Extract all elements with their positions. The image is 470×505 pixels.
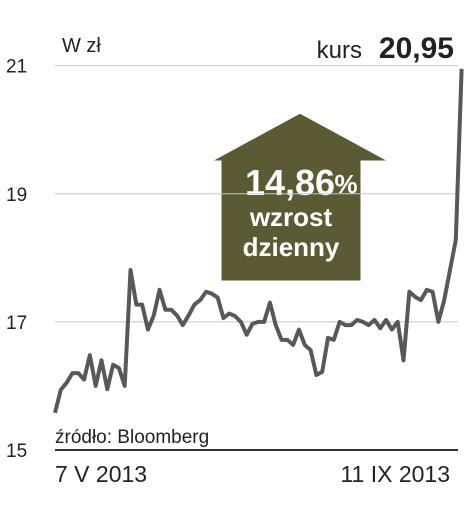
price-line	[53, 68, 464, 414]
badge-unit: %	[334, 169, 357, 199]
unit-label: W zł	[62, 35, 101, 57]
x-tick-label: 7 V 2013	[55, 461, 147, 487]
badge-value: 14,86	[245, 162, 335, 203]
y-tick-label: 21	[6, 57, 27, 78]
value-caption: kurs	[317, 37, 362, 64]
source: źródło: Bloomberg	[55, 427, 209, 448]
x-tick-label: 11 IX 2013	[340, 461, 450, 487]
badge-line: dzienny	[243, 232, 340, 262]
y-tick-label: 17	[6, 313, 27, 334]
y-tick-label: 19	[6, 185, 27, 206]
value-label: 20,95	[379, 32, 454, 65]
y-tick-label: 15	[6, 441, 27, 462]
badge-line: wzrost	[249, 202, 333, 232]
badge-shape	[207, 110, 393, 284]
